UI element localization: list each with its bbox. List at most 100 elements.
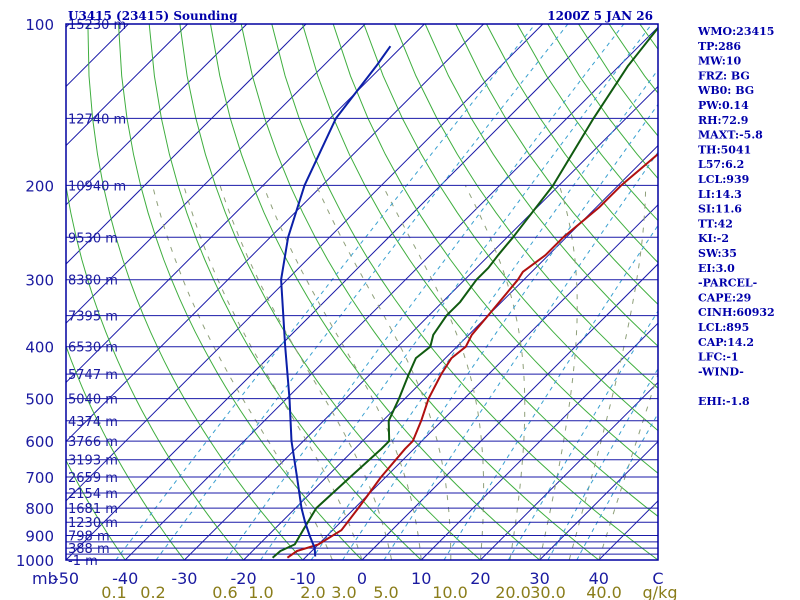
isotherm-line [420,322,658,560]
height-label: 9530 m [68,231,118,246]
temperature-tick-label: C [652,569,663,588]
index-value: LI:14.3 [698,188,742,201]
chart-title-right: 1200Z 5 JAN 26 [547,9,653,23]
index-value: WMO:23415 [697,25,774,38]
isotherm-line [66,24,188,147]
height-label: 3766 m [68,435,118,450]
mixing-ratio-label: 20.0 [495,583,531,600]
temperature-tick-label: 20 [470,569,490,588]
height-label: 7395 m [68,310,118,325]
moist-adiabat-line [183,185,363,560]
temperature-tick-label: 40 [589,569,609,588]
mixing-ratio-label: 30.0 [530,583,566,600]
height-label: 5040 m [68,393,118,408]
plot-frame [65,23,659,561]
height-label: 10940 m [68,179,126,194]
height-label: 1681 m [68,502,118,517]
pressure-tick-label: 800 [25,500,54,518]
height-label: 388 m [68,542,110,557]
index-value: CINH:60932 [698,306,775,319]
index-value: WB0: BG [697,84,754,97]
pressure-tick-label: 200 [25,177,54,195]
index-value: CAP:14.2 [698,336,754,349]
index-value: TT:42 [698,217,733,230]
mixing-ratio-label: g/kg [643,583,678,600]
dewpoint-line [271,26,658,559]
index-value: L57:6.2 [698,158,744,171]
pressure-tick-label: 400 [25,339,54,357]
index-value: -WIND- [698,365,744,378]
height-label: 12740 m [68,112,126,127]
profile-series [271,26,658,559]
mixing-ratio-label: 0.1 [101,583,126,600]
height-label: 798 m [68,530,110,545]
index-value: -PARCEL- [698,277,757,290]
isotherm-line [539,440,658,560]
mixing-ratio-label: 3.0 [331,583,356,600]
height-label: 15230 m [68,18,126,33]
pressure-tick-label: 700 [25,469,54,487]
pressure-tick-label: 100 [25,16,54,34]
isotherm-line [66,24,544,502]
parcel-line [280,45,392,557]
pressure-tick-label: 900 [25,528,54,546]
height-label: 4374 m [68,415,118,430]
temperature-tick-label: 10 [411,569,431,588]
index-value: LCL:895 [698,321,749,334]
isotherm-line [66,24,603,560]
mixing-ratio-label: 40.0 [586,583,622,600]
pressure-unit-label: mb [32,569,58,588]
isotherm-line [66,24,484,443]
index-value: MAXT:-5.8 [698,129,763,142]
pressure-tick-label: 600 [25,433,54,451]
height-label: -1 m [68,554,98,569]
index-value: TH:5041 [698,143,751,156]
index-value: SW:35 [698,247,737,260]
mixing-ratio-label: 10.0 [432,583,468,600]
index-value: KI:-2 [698,232,729,245]
isotherm-line [361,263,658,560]
mixing-ratio-label: 0.2 [140,583,165,600]
pressure-tick-label: 1000 [16,552,54,570]
temperature-tick-label: -30 [171,569,197,588]
chart-labels: 100 200 300 400 500 600 700 800 900 1000 15230 m 12… [16,16,678,600]
isotherm-line [243,144,658,560]
index-value: EI:3.0 [698,262,735,275]
index-value: CAPE:29 [698,291,751,304]
isotherm-line [66,24,366,324]
chart-title-left: U3415 (23415) Sounding [68,9,238,23]
isotherm-line [66,24,425,384]
mixing-ratio-label: 0.6 [212,583,237,600]
isotherm-line [66,24,248,206]
index-value: LCL:939 [698,173,749,186]
height-label: 2154 m [68,487,118,502]
index-value: MW:10 [698,55,741,68]
temperature-tick-label: -50 [53,569,79,588]
index-value: FRZ: BG [698,69,750,82]
mixing-ratio-label: 1.0 [248,583,273,600]
pressure-tick-label: 500 [25,391,54,409]
height-label: 1230 m [68,516,118,531]
index-value: PW:0.14 [698,99,749,112]
mixing-ratio-label: 2.0 [300,583,325,600]
index-value: LFC:-1 [698,351,739,364]
height-label: 6530 m [68,341,118,356]
isotherm-line [302,204,658,560]
pressure-tick-label: 300 [25,272,54,290]
height-label: 8380 m [68,274,118,289]
isotherm-line [124,26,658,560]
index-value: RH:72.9 [698,114,748,127]
index-value: SI:11.6 [698,203,742,216]
temperature-line [286,152,658,559]
temperature-tick-label: -40 [112,569,138,588]
temperature-tick-label: -20 [231,569,257,588]
height-label: 3193 m [68,454,118,469]
index-value: EHI:-1.8 [698,395,750,408]
mixing-ratio-label: 5.0 [373,583,398,600]
height-label: 2659 m [68,471,118,486]
index-value: TP:286 [698,40,741,53]
temperature-tick-label: 30 [529,569,549,588]
isotherm-line [66,24,307,265]
